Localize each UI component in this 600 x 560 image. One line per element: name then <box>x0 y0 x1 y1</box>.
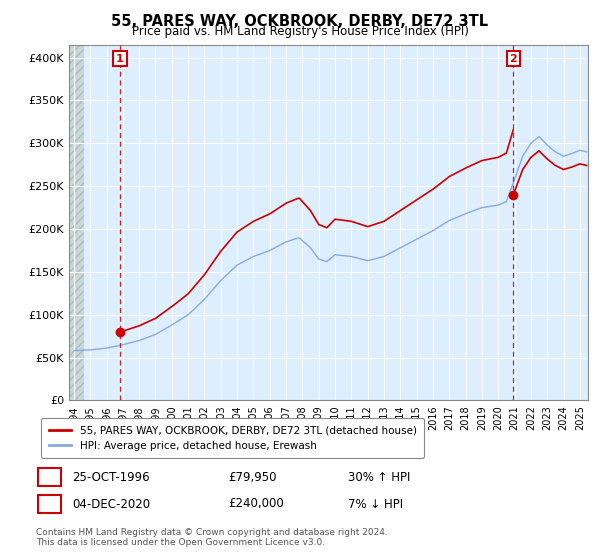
Text: Price paid vs. HM Land Registry's House Price Index (HPI): Price paid vs. HM Land Registry's House … <box>131 25 469 38</box>
Text: 30% ↑ HPI: 30% ↑ HPI <box>348 470 410 484</box>
Text: Contains HM Land Registry data © Crown copyright and database right 2024.
This d: Contains HM Land Registry data © Crown c… <box>36 528 388 547</box>
Text: 55, PARES WAY, OCKBROOK, DERBY, DE72 3TL: 55, PARES WAY, OCKBROOK, DERBY, DE72 3TL <box>112 14 488 29</box>
Text: 2: 2 <box>45 497 53 511</box>
Text: 04-DEC-2020: 04-DEC-2020 <box>72 497 150 511</box>
Text: 1: 1 <box>45 470 53 484</box>
Text: 25-OCT-1996: 25-OCT-1996 <box>72 470 149 484</box>
Text: 2: 2 <box>509 54 517 64</box>
Text: 7% ↓ HPI: 7% ↓ HPI <box>348 497 403 511</box>
Text: £240,000: £240,000 <box>228 497 284 511</box>
Text: 1: 1 <box>116 54 124 64</box>
Text: £79,950: £79,950 <box>228 470 277 484</box>
Legend: 55, PARES WAY, OCKBROOK, DERBY, DE72 3TL (detached house), HPI: Average price, d: 55, PARES WAY, OCKBROOK, DERBY, DE72 3TL… <box>41 418 424 458</box>
